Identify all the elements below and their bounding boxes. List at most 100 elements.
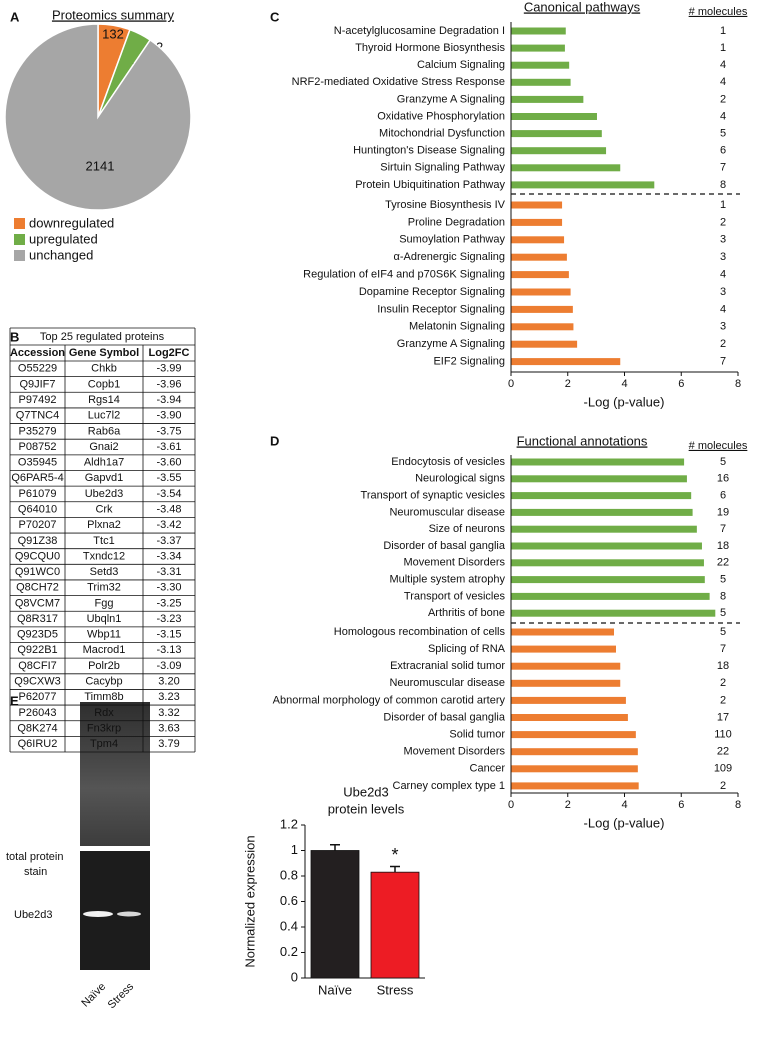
count-label: 4 (720, 110, 726, 122)
table-cell: Timm8b (84, 691, 123, 703)
table-cell: Ubqln1 (87, 613, 122, 625)
count-label: 5 (720, 607, 726, 619)
table-title: Top 25 regulated proteins (40, 331, 165, 343)
category-label: Multiple system atrophy (389, 574, 505, 586)
table-cell: P70207 (19, 519, 57, 531)
table-cell: -3.09 (156, 660, 181, 672)
table-cell: Wbp11 (87, 629, 121, 641)
bar (511, 714, 628, 721)
count-label: 3 (720, 321, 726, 333)
table-cell: -3.75 (156, 425, 181, 437)
x-tick-label: 0 (508, 378, 514, 390)
category-label: Transport of synaptic vesicles (361, 490, 506, 502)
bar (310, 850, 360, 979)
category-label: Carney complex type 1 (393, 780, 506, 792)
table-cell: Trim32 (87, 582, 121, 594)
panel-label: E (10, 693, 19, 708)
x-axis-label: -Log (p-value) (584, 394, 665, 409)
count-label: 22 (717, 557, 729, 569)
table-cell: Crk (95, 503, 113, 515)
count-label: 2 (720, 216, 726, 228)
blot-band (117, 911, 141, 917)
count-label: 4 (720, 303, 726, 315)
table-cell: -3.13 (156, 644, 181, 656)
x-tick-label: 8 (735, 799, 741, 811)
category-label: Proline Degradation (408, 216, 505, 228)
panel-label: A (10, 9, 20, 24)
table-header: Log2FC (149, 347, 190, 359)
table-cell: O35945 (18, 457, 57, 469)
category-label: Movement Disorders (404, 557, 506, 569)
category-label: Granzyme A Signaling (397, 93, 505, 105)
table-cell: Q8CH72 (16, 582, 59, 594)
table-cell: Chkb (91, 363, 117, 375)
table-cell: Luc7l2 (88, 410, 120, 422)
bar (511, 458, 685, 466)
western-blot-image (80, 851, 150, 970)
x-tick-label: 6 (678, 799, 684, 811)
category-label: NRF2-mediated Oxidative Stress Response (292, 76, 505, 88)
table-cell: -3.61 (156, 441, 181, 453)
table-header: Accession (10, 347, 65, 359)
count-label: 5 (720, 626, 726, 638)
table-cell: -3.94 (156, 394, 181, 406)
blot-band (83, 911, 113, 917)
count-label: 4 (720, 59, 726, 71)
table-cell: -3.54 (156, 488, 181, 500)
table-cell: Ttc1 (93, 535, 114, 547)
category-label: Extracranial solid tumor (390, 660, 505, 672)
table-cell: P35279 (19, 425, 57, 437)
count-label: 17 (717, 711, 729, 723)
category-label: Neuromuscular disease (389, 506, 505, 518)
x-tick-label: 4 (621, 799, 627, 811)
bar (511, 164, 621, 172)
table-cell: Polr2b (88, 660, 120, 672)
table-cell: 3.79 (158, 738, 179, 750)
count-label: 1 (720, 42, 726, 54)
bar (511, 748, 638, 756)
lane-label: Naïve (79, 981, 108, 1010)
count-label: 5 (720, 128, 726, 140)
legend-label: unchanged (29, 247, 93, 262)
error-bar (390, 865, 400, 873)
count-label: 5 (720, 456, 726, 468)
table-cell: Q91Z38 (18, 535, 58, 547)
table-cell: Copb1 (88, 378, 120, 390)
bar (511, 492, 692, 500)
bar (511, 201, 563, 209)
category-label: Sirtuin Signaling Pathway (380, 162, 505, 174)
category-label: Regulation of eIF4 and p70S6K Signaling (303, 269, 505, 281)
table-cell: Q6PAR5-4 (11, 472, 63, 484)
bar (511, 218, 563, 226)
table-cell: Setd3 (90, 566, 119, 578)
bar (511, 592, 710, 600)
category-label: Huntington's Disease Signaling (353, 145, 505, 157)
slice-label: 2141 (86, 158, 115, 173)
category-label: Insulin Receptor Signaling (377, 303, 505, 315)
category-label: Disorder of basal ganglia (383, 540, 506, 552)
blot-label: total protein (6, 851, 63, 863)
table-cell: Txndc12 (83, 550, 125, 562)
x-tick-label: 0 (508, 799, 514, 811)
bar (511, 559, 704, 567)
bar (511, 782, 639, 790)
bar (511, 323, 574, 331)
category-label: α-Adrenergic Signaling (393, 251, 505, 263)
y-tick-label: 0.8 (280, 867, 298, 882)
slice-label: 132 (102, 26, 124, 41)
bar (511, 147, 607, 155)
table-cell: Macrod1 (83, 644, 126, 656)
count-label: 3 (720, 251, 726, 263)
table-cell: -3.31 (156, 566, 181, 578)
y-tick-label: 1 (291, 842, 298, 857)
count-label: 6 (720, 145, 726, 157)
category-label: Granzyme A Signaling (397, 338, 505, 350)
category-label: Melatonin Signaling (409, 321, 505, 333)
table-cell: Rdx (94, 707, 114, 719)
bar (511, 181, 655, 189)
bar (511, 765, 638, 773)
category-label: Movement Disorders (404, 746, 506, 758)
lane-label: Stress (106, 980, 137, 1011)
table-cell: -3.30 (156, 582, 181, 594)
table-cell: -3.15 (156, 629, 181, 641)
